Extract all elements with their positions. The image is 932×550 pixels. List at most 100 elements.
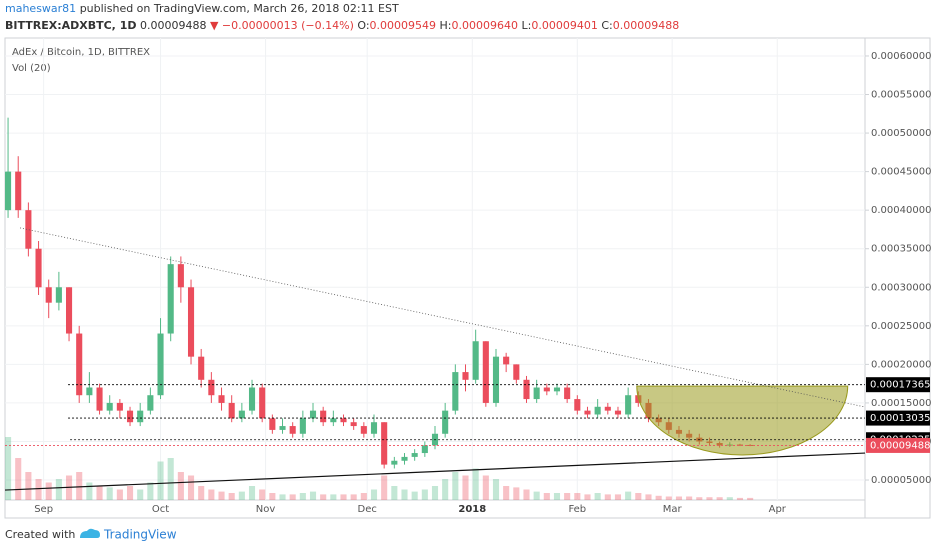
volume-bar xyxy=(96,486,103,500)
volume-bar xyxy=(391,486,398,500)
volume-bar xyxy=(431,486,439,500)
candle-body xyxy=(218,395,225,403)
candle-body xyxy=(15,171,22,211)
y-tick-label: 0.00060000 xyxy=(871,51,931,62)
candle-body xyxy=(391,460,398,465)
volume-bar xyxy=(655,495,662,500)
y-tick-label: 0.00005000 xyxy=(871,475,931,486)
x-tick-label: Dec xyxy=(358,504,377,515)
volume-bar xyxy=(340,494,347,500)
volume-bar xyxy=(330,494,337,500)
volume-bar xyxy=(106,487,113,500)
change: ▼ −0.00000013 (−0.14%) xyxy=(209,19,354,32)
volume-label: Vol (20) xyxy=(12,63,51,74)
volume-bar xyxy=(716,497,723,500)
logo-icon xyxy=(80,528,100,538)
chart-title: AdEx / Bitcoin, 1D, BITTREX xyxy=(12,47,150,58)
candle-body xyxy=(116,402,123,411)
volume-bar xyxy=(472,468,479,500)
volume-bar xyxy=(645,494,652,500)
y-tick-label: 0.00040000 xyxy=(871,205,931,216)
y-tick-label: 0.00050000 xyxy=(871,128,931,139)
symbol-line: BITTREX:ADXBTC, 1D 0.00009488 ▼ −0.00000… xyxy=(5,19,679,32)
volume-bar xyxy=(462,475,469,500)
candle-body xyxy=(147,395,154,411)
author[interactable]: maheswar81 xyxy=(5,2,77,15)
x-tick-label: 2018 xyxy=(458,504,486,515)
x-tick-label: Nov xyxy=(256,504,276,515)
candle-body xyxy=(269,418,276,430)
y-tick-label: 0.00030000 xyxy=(871,282,931,293)
volume-bar xyxy=(25,472,32,500)
candle-body xyxy=(309,410,317,419)
candle-body xyxy=(523,379,530,400)
candle-body xyxy=(330,418,337,423)
candle-body xyxy=(411,453,418,457)
volume-bar xyxy=(523,489,530,500)
volume-bar xyxy=(625,491,632,500)
volume-bar xyxy=(533,491,540,500)
level-label: 0.00013035 xyxy=(870,413,930,424)
volume-bar xyxy=(665,496,672,500)
volume-bar xyxy=(675,496,683,500)
volume-bar xyxy=(55,479,62,500)
publish-line: maheswar81 published on TradingView.com,… xyxy=(5,2,399,15)
candle-body xyxy=(86,387,93,396)
volume-bar xyxy=(147,482,154,500)
candle-body xyxy=(35,248,42,288)
candle-body xyxy=(360,426,367,434)
y-tick-label: 0.00045000 xyxy=(871,167,931,178)
ohlc-value: 0.00009488 xyxy=(612,19,680,32)
volume-bar xyxy=(269,493,276,500)
volume-bar xyxy=(218,491,225,500)
y-tick-label: 0.00055000 xyxy=(871,90,931,101)
y-tick-label: 0.00025000 xyxy=(871,321,931,332)
candle-body xyxy=(452,372,459,411)
candle-body xyxy=(482,341,489,403)
volume-bar xyxy=(381,475,388,500)
volume-bar xyxy=(309,491,317,500)
volume-bar xyxy=(492,479,500,500)
volume-bar xyxy=(76,472,83,500)
candle-body xyxy=(370,422,378,434)
candle-body xyxy=(401,456,408,461)
volume-bar xyxy=(167,458,174,500)
volume-bar xyxy=(726,497,733,500)
tv-logo[interactable]: TradingView xyxy=(80,528,177,542)
candle-body xyxy=(533,387,540,400)
candle-body xyxy=(25,210,32,249)
volume-bar xyxy=(736,497,744,500)
chart-frame xyxy=(4,37,931,519)
candle-body xyxy=(228,402,235,419)
candle-body xyxy=(208,379,215,396)
volume-bar xyxy=(564,493,571,500)
volume-bar xyxy=(686,496,693,500)
candle-body xyxy=(299,418,306,434)
volume-bar xyxy=(370,489,378,500)
ohlc-value: 0.00009549 xyxy=(369,19,437,32)
ohlc-key: O: xyxy=(357,19,370,32)
volume-bar xyxy=(350,494,357,500)
candle-body xyxy=(238,410,245,419)
candle-body xyxy=(289,426,296,434)
x-tick-label: Oct xyxy=(152,504,169,515)
volume-bar xyxy=(86,482,93,500)
last-price: 0.00009488 xyxy=(139,19,207,32)
volume-bar xyxy=(584,494,591,500)
volume-bar xyxy=(574,493,581,500)
volume-bar xyxy=(15,458,22,500)
x-tick-label: Apr xyxy=(769,504,787,515)
volume-bar xyxy=(696,497,703,500)
level-label: 0.00009488 xyxy=(870,440,930,451)
candle-body xyxy=(198,356,205,380)
level-label: 0.00017365 xyxy=(870,380,930,391)
candle-body xyxy=(65,287,73,334)
volume-bar xyxy=(116,489,123,500)
candle-body xyxy=(442,410,449,434)
volume-bar xyxy=(442,479,449,500)
volume-bar xyxy=(259,489,266,500)
candle-body xyxy=(381,422,388,465)
volume-bar xyxy=(452,472,459,500)
